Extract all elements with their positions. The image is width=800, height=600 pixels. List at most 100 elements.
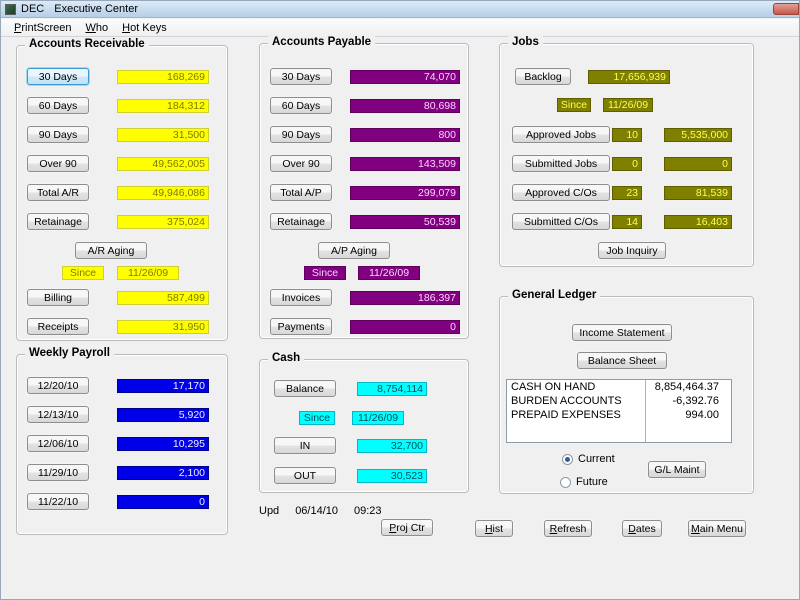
jobs-approved-cos-count: 23 bbox=[612, 186, 642, 200]
hist-button[interactable]: Hist bbox=[475, 520, 513, 537]
payroll-week-4-button[interactable]: 11/29/10 bbox=[27, 464, 89, 481]
gl-maint-button[interactable]: G/L Maint bbox=[648, 461, 706, 478]
jobs-approved-jobs-count: 10 bbox=[612, 128, 642, 142]
ap-30-days-button[interactable]: 30 Days bbox=[270, 68, 332, 85]
jobs-submitted-jobs-button[interactable]: Submitted Jobs bbox=[512, 155, 610, 172]
payroll-week-3-button[interactable]: 12/06/10 bbox=[27, 435, 89, 452]
group-title: Weekly Payroll bbox=[25, 347, 114, 359]
radio-unselected-icon bbox=[560, 476, 571, 488]
payroll-week-1-value: 17,170 bbox=[117, 379, 209, 393]
ar-aging-button[interactable]: A/R Aging bbox=[75, 242, 147, 259]
ap-90-days-value: 800 bbox=[350, 128, 460, 142]
payroll-week-4-value: 2,100 bbox=[117, 466, 209, 480]
jobs-submitted-cos-button[interactable]: Submitted C/Os bbox=[512, 213, 610, 230]
ap-total-button[interactable]: Total A/P bbox=[270, 184, 332, 201]
jobs-approved-cos-amount: 81,539 bbox=[664, 186, 732, 200]
cash-balance-value: 8,754,114 bbox=[357, 382, 427, 396]
jobs-submitted-jobs-count: 0 bbox=[612, 157, 642, 171]
window-title: Executive Center bbox=[54, 3, 138, 15]
gl-account-row: PREPAID EXPENSES 994.00 bbox=[507, 408, 731, 422]
cash-balance-button[interactable]: Balance bbox=[274, 380, 336, 397]
ar-30-days-value: 168,269 bbox=[117, 70, 209, 84]
ap-aging-button[interactable]: A/P Aging bbox=[318, 242, 390, 259]
jobs-since-label: Since bbox=[557, 98, 591, 112]
app-icon bbox=[5, 3, 16, 15]
gl-radio-future[interactable]: Future bbox=[560, 476, 608, 488]
ap-since-label: Since bbox=[304, 266, 346, 280]
gl-radio-current[interactable]: Current bbox=[562, 453, 615, 465]
jobs-inquiry-button[interactable]: Job Inquiry bbox=[598, 242, 666, 259]
jobs-approved-jobs-amount: 5,535,000 bbox=[664, 128, 732, 142]
menu-who[interactable]: Who bbox=[85, 21, 109, 34]
ap-payments-button[interactable]: Payments bbox=[270, 318, 332, 335]
gl-income-statement-button[interactable]: Income Statement bbox=[572, 324, 672, 341]
ar-90-days-value: 31,500 bbox=[117, 128, 209, 142]
close-button[interactable] bbox=[773, 3, 799, 15]
upd-date: 06/14/10 bbox=[295, 505, 339, 517]
group-title: Accounts Payable bbox=[268, 36, 376, 48]
group-title: Accounts Receivable bbox=[25, 38, 149, 50]
ar-since-label: Since bbox=[62, 266, 104, 280]
main-menu-button[interactable]: Main Menu bbox=[688, 520, 746, 537]
ap-over-90-button[interactable]: Over 90 bbox=[270, 155, 332, 172]
dates-button[interactable]: Dates bbox=[622, 520, 662, 537]
ap-since-value: 11/26/09 bbox=[358, 266, 420, 280]
ar-billing-button[interactable]: Billing bbox=[27, 289, 89, 306]
payroll-week-1-button[interactable]: 12/20/10 bbox=[27, 377, 89, 394]
ap-over-90-value: 143,509 bbox=[350, 157, 460, 171]
radio-label: Future bbox=[576, 476, 608, 488]
jobs-approved-jobs-button[interactable]: Approved Jobs bbox=[512, 126, 610, 143]
cash-out-button[interactable]: OUT bbox=[274, 467, 336, 484]
menu-hot-keys[interactable]: Hot Keys bbox=[122, 21, 167, 34]
gl-balance-sheet-button[interactable]: Balance Sheet bbox=[577, 352, 667, 369]
jobs-backlog-button[interactable]: Backlog bbox=[515, 68, 571, 85]
upd-timestamp: Upd 06/14/10 09:23 bbox=[259, 505, 382, 517]
title-bar: DEC Executive Center bbox=[1, 1, 799, 18]
payroll-week-2-button[interactable]: 12/13/10 bbox=[27, 406, 89, 423]
payroll-week-3-value: 10,295 bbox=[117, 437, 209, 451]
radio-selected-icon bbox=[562, 453, 573, 465]
ap-60-days-button[interactable]: 60 Days bbox=[270, 97, 332, 114]
group-accounts-payable: Accounts Payable 30 Days 74,070 60 Days … bbox=[259, 36, 469, 339]
ap-payments-value: 0 bbox=[350, 320, 460, 334]
window-app-name: DEC bbox=[21, 3, 45, 15]
ar-over-90-value: 49,562,005 bbox=[117, 157, 209, 171]
upd-time: 09:23 bbox=[354, 505, 382, 517]
ar-retainage-value: 375,024 bbox=[117, 215, 209, 229]
ar-receipts-value: 31,950 bbox=[117, 320, 209, 334]
refresh-button[interactable]: Refresh bbox=[544, 520, 592, 537]
group-jobs: Jobs Backlog 17,656,939 Since 11/26/09 A… bbox=[499, 36, 754, 267]
ar-60-days-button[interactable]: 60 Days bbox=[27, 97, 89, 114]
ar-receipts-button[interactable]: Receipts bbox=[27, 318, 89, 335]
ar-since-value: 11/26/09 bbox=[117, 266, 179, 280]
gl-account-list[interactable]: CASH ON HAND 8,854,464.37 BURDEN ACCOUNT… bbox=[506, 379, 732, 443]
ap-invoices-value: 186,397 bbox=[350, 291, 460, 305]
ap-retainage-button[interactable]: Retainage bbox=[270, 213, 332, 230]
account-value: -6,392.76 bbox=[672, 395, 719, 407]
ap-60-days-value: 80,698 bbox=[350, 99, 460, 113]
jobs-submitted-jobs-amount: 0 bbox=[664, 157, 732, 171]
ar-total-value: 49,946,086 bbox=[117, 186, 209, 200]
menu-printscreen[interactable]: PrintScreen bbox=[14, 21, 72, 34]
jobs-approved-cos-button[interactable]: Approved C/Os bbox=[512, 184, 610, 201]
ar-total-button[interactable]: Total A/R bbox=[27, 184, 89, 201]
cash-in-value: 32,700 bbox=[357, 439, 427, 453]
cash-in-button[interactable]: IN bbox=[274, 437, 336, 454]
payroll-week-5-value: 0 bbox=[117, 495, 209, 509]
jobs-since-value: 11/26/09 bbox=[603, 98, 653, 112]
group-cash: Cash Balance 8,754,114 Since 11/26/09 IN… bbox=[259, 352, 469, 493]
ar-over-90-button[interactable]: Over 90 bbox=[27, 155, 89, 172]
payroll-week-5-button[interactable]: 11/22/10 bbox=[27, 493, 89, 510]
ar-90-days-button[interactable]: 90 Days bbox=[27, 126, 89, 143]
group-general-ledger: General Ledger Income Statement Balance … bbox=[499, 289, 754, 494]
proj-ctr-button[interactable]: Proj Ctr bbox=[381, 519, 433, 536]
jobs-backlog-value: 17,656,939 bbox=[588, 70, 670, 84]
ap-invoices-button[interactable]: Invoices bbox=[270, 289, 332, 306]
ar-retainage-button[interactable]: Retainage bbox=[27, 213, 89, 230]
account-name: BURDEN ACCOUNTS bbox=[511, 395, 622, 407]
ar-30-days-button[interactable]: 30 Days bbox=[27, 68, 89, 85]
ap-90-days-button[interactable]: 90 Days bbox=[270, 126, 332, 143]
jobs-submitted-cos-count: 14 bbox=[612, 215, 642, 229]
upd-label: Upd bbox=[259, 505, 280, 517]
